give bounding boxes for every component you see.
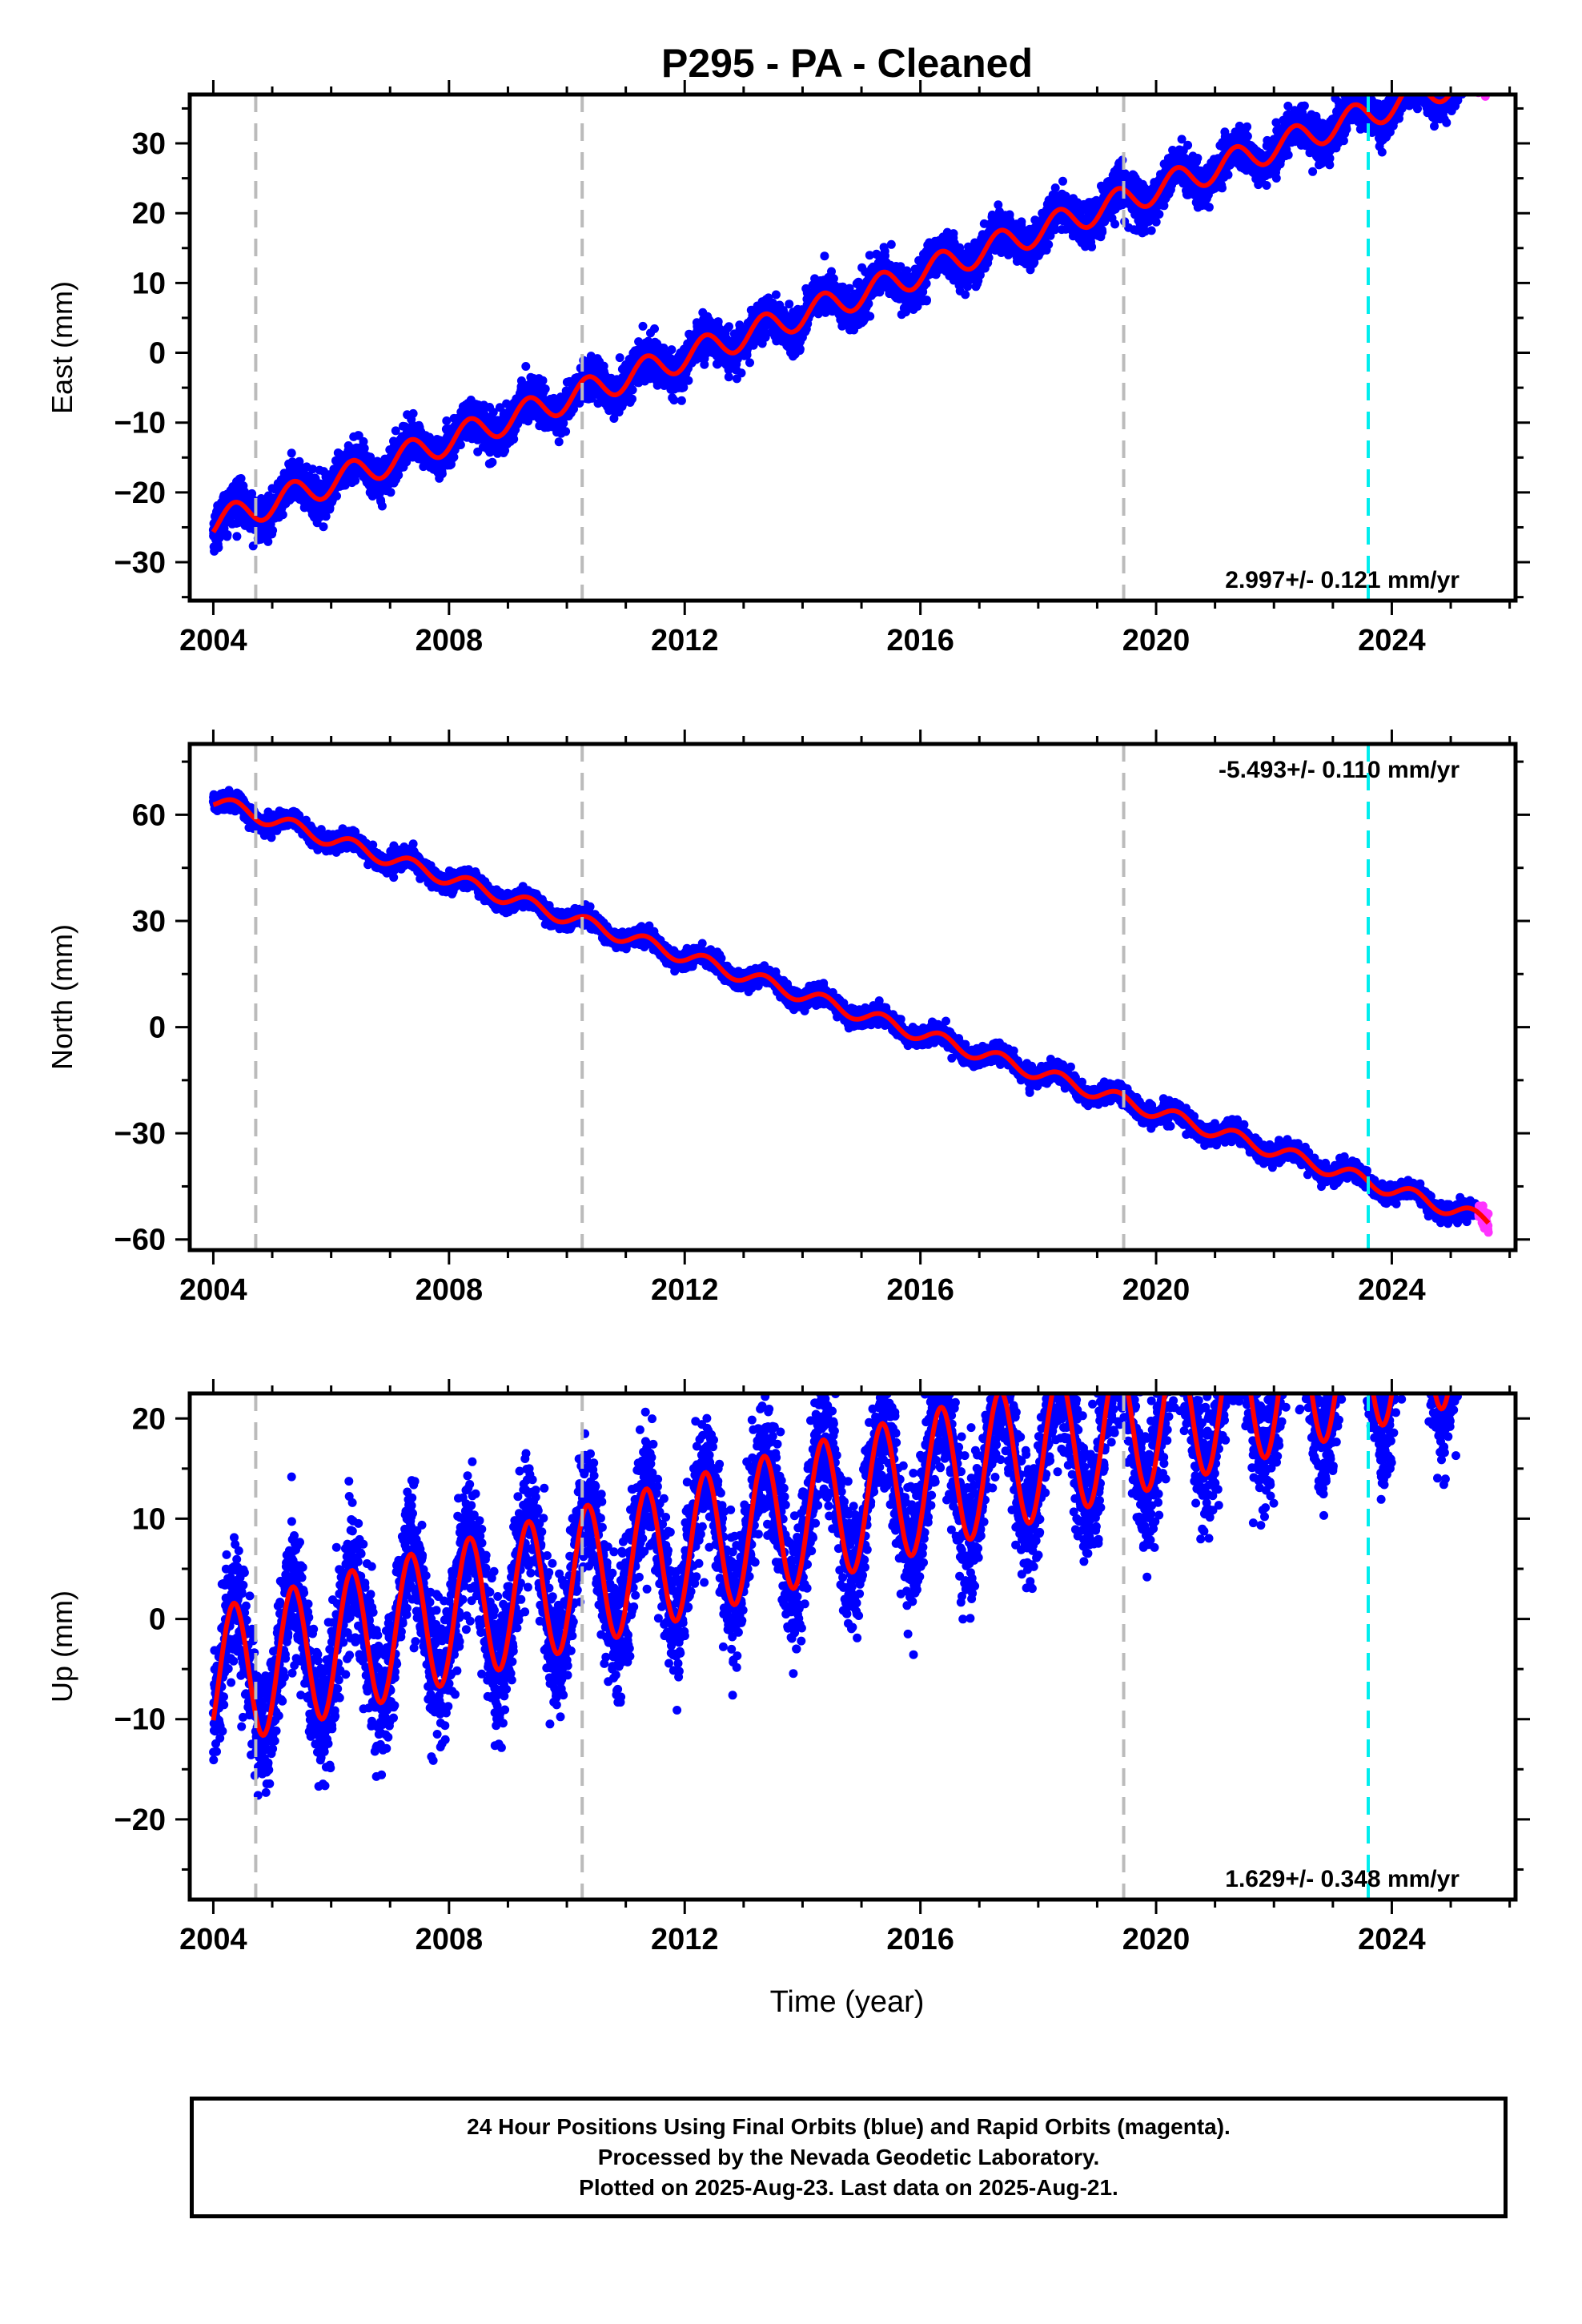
data-point (795, 344, 805, 354)
data-point (984, 253, 994, 263)
data-point (287, 448, 296, 458)
data-point (308, 464, 317, 474)
data-point (785, 300, 794, 309)
figure-title: P295 - PA - Cleaned (661, 41, 1033, 86)
data-point (391, 426, 400, 436)
data-point (540, 384, 550, 394)
data-point (215, 533, 224, 543)
data-point (554, 437, 564, 447)
data-point (456, 440, 465, 449)
data-point (332, 491, 341, 501)
data-point (354, 431, 363, 440)
data-point (667, 345, 677, 355)
data-point (650, 324, 659, 333)
panel-east: 2004 2008 2012 2016 2020 2024−30−20−100102030… (46, 80, 1530, 657)
panels: 2004 2008 2012 2016 2020 2024−30−20−100102030… (46, 80, 1530, 1956)
data-point (278, 510, 287, 520)
data-point (561, 427, 571, 436)
data-point (638, 321, 648, 331)
data-point (628, 385, 637, 395)
data-point (319, 522, 328, 532)
data-point (232, 532, 242, 541)
data-point (949, 229, 958, 239)
data-point (394, 470, 404, 480)
data-point (408, 408, 418, 418)
data-point (737, 368, 746, 378)
data-point (864, 299, 873, 308)
data-point (865, 312, 875, 321)
data-point (402, 457, 412, 467)
data-point (820, 251, 829, 261)
data-point (437, 469, 447, 479)
data-point (509, 434, 519, 444)
data-point (386, 488, 396, 497)
data-point (725, 322, 733, 332)
data-point (295, 456, 304, 466)
data-point (684, 376, 693, 385)
data-point (366, 452, 375, 462)
data-point (745, 358, 754, 368)
data-point (214, 543, 223, 553)
data-point (669, 396, 679, 405)
data-point (771, 290, 781, 300)
data-point (236, 474, 246, 483)
data-point (677, 396, 686, 405)
plot-area-east (208, 94, 1491, 556)
data-point (268, 525, 278, 535)
data-point (359, 436, 368, 446)
data-point (521, 362, 531, 371)
data-point (886, 239, 896, 249)
data-point (377, 501, 387, 511)
data-point (488, 457, 497, 467)
data-point (321, 512, 331, 521)
data-point (724, 372, 733, 382)
data-point (628, 394, 636, 404)
data-point (223, 530, 232, 540)
data-point (615, 353, 624, 363)
data-point (263, 537, 273, 546)
series-final-orbits-east (208, 94, 1467, 556)
data-point (922, 296, 931, 305)
data-point (442, 416, 452, 425)
data-point (961, 290, 970, 300)
